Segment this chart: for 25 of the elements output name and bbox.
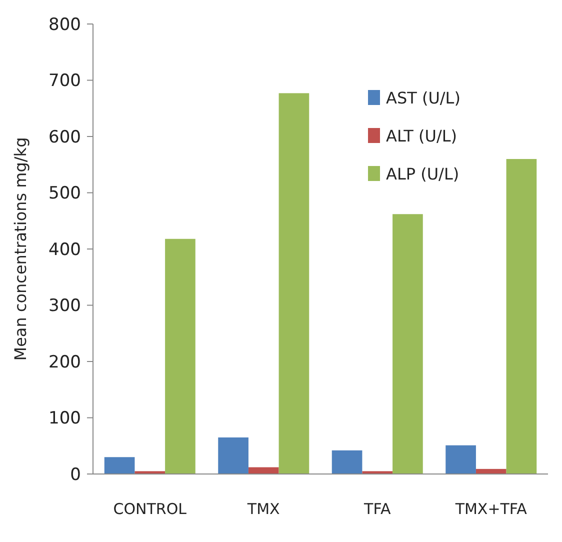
legend-label: AST (U/L) <box>386 88 460 108</box>
bar <box>104 457 135 474</box>
legend-label: ALP (U/L) <box>386 164 460 184</box>
x-tick-label: TFA <box>363 500 392 518</box>
x-tick-label: TMX <box>246 500 280 518</box>
y-tick-label: 0 <box>70 464 81 485</box>
bar <box>332 450 362 474</box>
y-tick-label: 600 <box>48 127 81 148</box>
x-tick-label: CONTROL <box>113 500 188 518</box>
y-tick-label: 800 <box>48 14 81 35</box>
y-tick-label: 200 <box>48 352 81 372</box>
bar <box>446 445 476 474</box>
bar <box>506 159 537 474</box>
bar <box>218 437 248 474</box>
x-tick-label: TMX+TFA <box>454 500 528 518</box>
y-tick-label: 400 <box>48 240 81 260</box>
bar <box>165 238 196 474</box>
bar <box>392 214 423 474</box>
y-tick-label: 500 <box>48 184 81 204</box>
y-tick-label: 100 <box>48 408 81 429</box>
y-tick-label: 300 <box>48 296 81 316</box>
bar <box>278 93 310 474</box>
y-tick-label: 700 <box>48 71 81 92</box>
y-axis-title: Mean concentrations mg/kg <box>11 137 30 361</box>
legend-label: ALT (U/L) <box>386 126 458 146</box>
